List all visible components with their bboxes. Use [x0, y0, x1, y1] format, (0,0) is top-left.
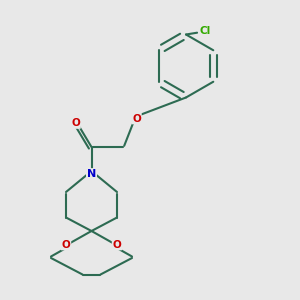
Text: O: O — [71, 118, 80, 128]
Text: O: O — [61, 239, 70, 250]
Text: O: O — [132, 113, 141, 124]
Text: Cl: Cl — [199, 26, 211, 37]
Text: N: N — [87, 169, 96, 179]
Text: O: O — [112, 239, 122, 250]
